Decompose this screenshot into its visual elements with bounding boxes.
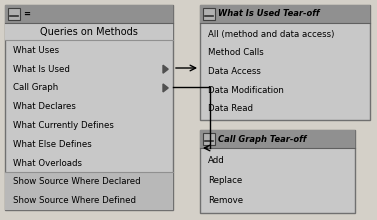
Text: Show Source Where Defined: Show Source Where Defined: [13, 196, 136, 205]
Bar: [5, 172, 173, 191]
Text: What Declares: What Declares: [13, 102, 76, 111]
Text: Method Calls: Method Calls: [208, 48, 264, 57]
Text: What Currently Defines: What Currently Defines: [13, 121, 114, 130]
Text: What Is Used: What Is Used: [13, 65, 70, 74]
Text: =: =: [23, 9, 30, 18]
Bar: [5, 24, 173, 40]
Bar: [5, 5, 173, 210]
Bar: [5, 5, 173, 23]
Text: Add: Add: [208, 156, 225, 165]
Bar: [8, 8, 20, 20]
Bar: [200, 130, 355, 213]
Text: What Overloads: What Overloads: [13, 159, 82, 168]
Text: Replace: Replace: [208, 176, 242, 185]
Text: Call Graph: Call Graph: [13, 83, 58, 92]
Text: Data Read: Data Read: [208, 104, 253, 113]
Polygon shape: [163, 65, 168, 73]
Bar: [5, 191, 173, 210]
Text: What Uses: What Uses: [13, 46, 59, 55]
Text: Remove: Remove: [208, 196, 243, 205]
Bar: [200, 5, 370, 120]
Polygon shape: [163, 84, 168, 92]
Bar: [203, 133, 215, 145]
Text: What Is Used Tear-off: What Is Used Tear-off: [218, 9, 319, 18]
Text: Show Source Where Declared: Show Source Where Declared: [13, 177, 141, 186]
Bar: [203, 8, 215, 20]
Text: Data Modification: Data Modification: [208, 86, 284, 95]
Text: Call Graph Tear-off: Call Graph Tear-off: [218, 134, 307, 143]
Bar: [200, 5, 370, 23]
Text: All (method and data access): All (method and data access): [208, 30, 334, 39]
Text: Data Access: Data Access: [208, 67, 261, 76]
Bar: [200, 130, 355, 148]
Text: What Else Defines: What Else Defines: [13, 140, 92, 149]
Text: Queries on Methods: Queries on Methods: [40, 27, 138, 37]
